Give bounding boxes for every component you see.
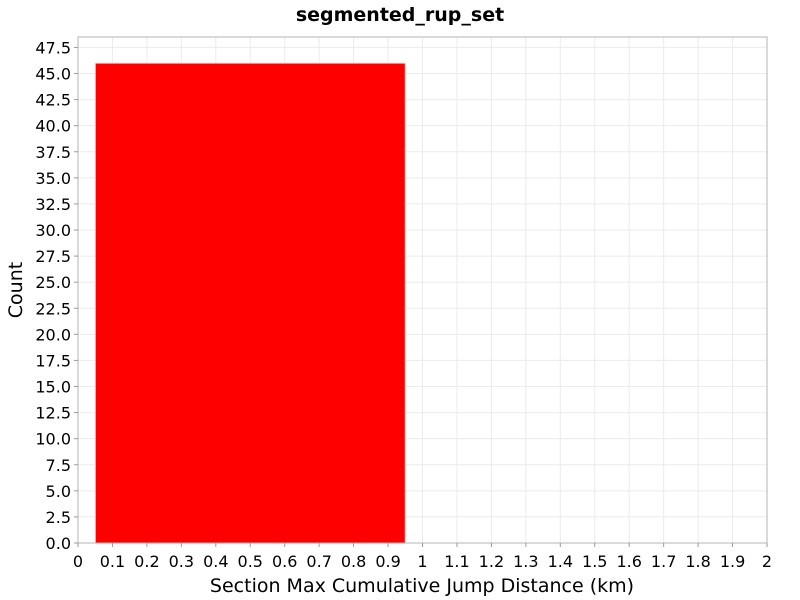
x-axis-label: Section Max Cumulative Jump Distance (km… <box>210 575 634 597</box>
bars <box>94 62 406 544</box>
y-tick-label: 10.0 <box>35 430 71 449</box>
x-tick-label: 1.8 <box>685 552 710 571</box>
y-tick-label: 2.5 <box>46 508 71 527</box>
y-tick-label: 17.5 <box>35 351 71 370</box>
y-tick-label: 32.5 <box>35 195 71 214</box>
histogram-bar <box>94 62 406 544</box>
x-tick-label: 0.4 <box>203 552 228 571</box>
x-tick-label: 0.1 <box>100 552 125 571</box>
y-tick-label: 30.0 <box>35 221 71 240</box>
y-tick-label: 7.5 <box>46 456 71 475</box>
y-tick-label: 12.5 <box>35 404 71 423</box>
x-tick-label: 1.2 <box>479 552 504 571</box>
x-tick-label: 1.1 <box>444 552 469 571</box>
x-tick-label: 1.6 <box>616 552 641 571</box>
x-tick-label: 0.8 <box>341 552 366 571</box>
x-tick-label: 1.7 <box>651 552 676 571</box>
y-tick-label: 35.0 <box>35 169 71 188</box>
y-tick-label: 27.5 <box>35 247 71 266</box>
y-tick-label: 37.5 <box>35 143 71 162</box>
x-tick-label: 0.9 <box>375 552 400 571</box>
y-tick-label: 20.0 <box>35 325 71 344</box>
x-tick-label: 1.5 <box>582 552 607 571</box>
x-tick-label: 0 <box>73 552 83 571</box>
x-tick-label: 0.2 <box>134 552 159 571</box>
x-tick-label: 1.3 <box>513 552 538 571</box>
y-tick-label: 45.0 <box>35 65 71 84</box>
x-tick-label: 1.4 <box>548 552 573 571</box>
y-axis-ticks: 0.0 2.5 5.0 7.5 10.0 12.5 15.0 17.5 20.0 22.5 25.0… <box>35 38 78 553</box>
x-tick-label: 0.5 <box>238 552 263 571</box>
y-tick-label: 0.0 <box>46 534 71 553</box>
y-tick-label: 25.0 <box>35 273 71 292</box>
y-axis-label: Count <box>5 262 27 318</box>
y-tick-label: 40.0 <box>35 117 71 136</box>
y-tick-label: 15.0 <box>35 378 71 397</box>
y-tick-label: 42.5 <box>35 91 71 110</box>
x-tick-label: 2 <box>762 552 772 571</box>
x-tick-label: 0.6 <box>272 552 297 571</box>
y-tick-label: 5.0 <box>46 482 71 501</box>
y-tick-label: 22.5 <box>35 299 71 318</box>
x-tick-label: 1.9 <box>720 552 745 571</box>
x-tick-label: 1 <box>417 552 427 571</box>
chart-title: segmented_rup_set <box>296 4 504 26</box>
x-tick-label: 0.3 <box>169 552 194 571</box>
x-tick-label: 0.7 <box>306 552 331 571</box>
x-axis-ticks: 0 0.1 0.2 0.3 0.4 0.5 0.6 0.7 0.8 0.9 1 1.1 1.2 1.3 1.… <box>73 543 772 571</box>
y-tick-label: 47.5 <box>35 38 71 57</box>
